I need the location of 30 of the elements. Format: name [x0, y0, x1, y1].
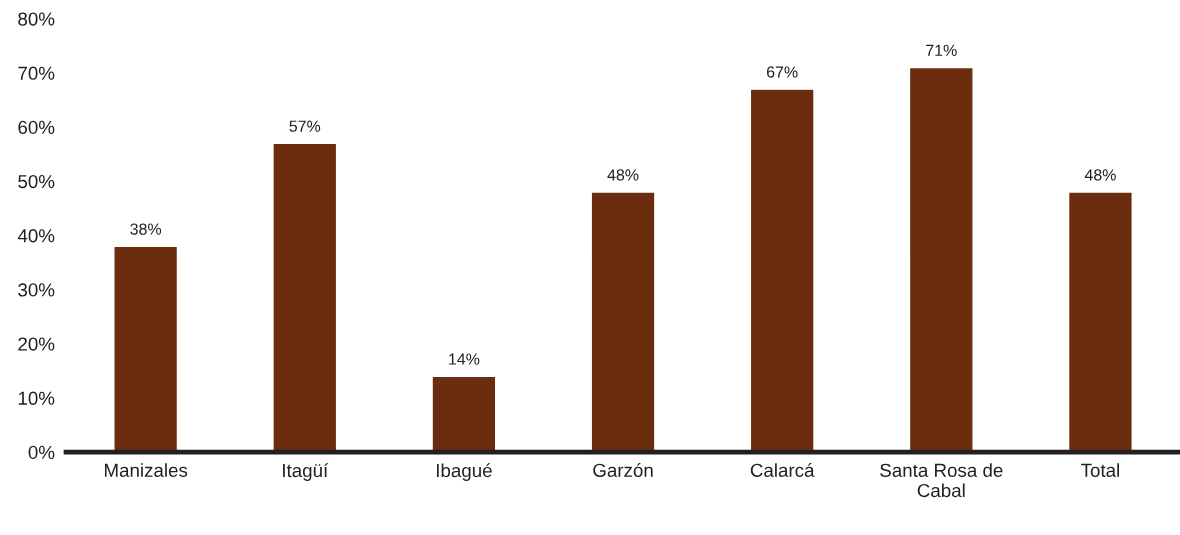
- x-tick-label: Santa Rosa de Cabal: [880, 463, 1003, 498]
- y-tick-label: 50%: [18, 174, 55, 189]
- y-tick-label: 60%: [18, 120, 55, 135]
- y-tick-label: 30%: [18, 283, 55, 297]
- x-tick-label: Itagüí: [283, 463, 329, 481]
- bar: [113, 245, 179, 453]
- y-tick-label: 10%: [18, 391, 55, 405]
- data-label: 67%: [767, 66, 798, 78]
- bar: [272, 142, 338, 453]
- bar: [431, 375, 497, 453]
- x-tick-label: Ibagué: [436, 463, 492, 481]
- y-tick-label: 80%: [18, 12, 55, 26]
- data-label: 48%: [607, 169, 639, 181]
- x-tick-label: Manizales: [104, 463, 188, 477]
- x-tick-label: Total: [1081, 463, 1119, 477]
- data-label: 57%: [289, 120, 321, 132]
- y-tick-label: 0%: [28, 445, 55, 460]
- data-label: 71%: [926, 44, 957, 56]
- y-tick-label: 70%: [18, 66, 55, 80]
- bar: [590, 191, 656, 453]
- data-label: 38%: [130, 223, 162, 235]
- x-tick-label: Calarcá: [750, 462, 815, 477]
- bar: [908, 66, 974, 453]
- bar: [1067, 191, 1133, 453]
- data-label: 14%: [449, 353, 480, 365]
- bar: [749, 88, 815, 453]
- y-tick-label: 40%: [17, 229, 55, 243]
- y-tick-label: 20%: [18, 337, 55, 351]
- data-label: 48%: [1084, 169, 1116, 181]
- x-tick-label: Garzón: [593, 462, 653, 477]
